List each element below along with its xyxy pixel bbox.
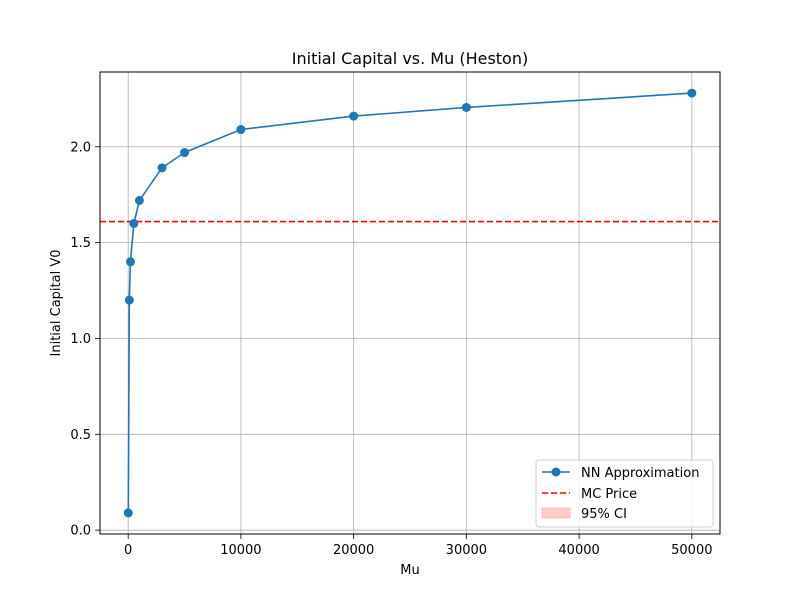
legend-label-ci: 95% CI — [581, 507, 627, 522]
x-tick-label: 10000 — [220, 543, 261, 558]
y-tick-label: 2.0 — [70, 140, 91, 155]
y-tick-label: 1.0 — [70, 332, 91, 347]
grid — [100, 72, 720, 534]
legend: NN Approximation MC Price 95% CI — [535, 459, 714, 528]
x-axis: 0 10000 20000 30000 40000 50000 — [124, 534, 712, 558]
data-point — [124, 295, 134, 305]
legend-swatch-ci — [541, 507, 571, 519]
x-tick-label: 40000 — [558, 543, 599, 558]
x-axis-label: Mu — [400, 563, 419, 578]
data-point — [180, 148, 190, 158]
plot-frame — [99, 71, 721, 535]
legend-marker-nn — [551, 467, 561, 477]
plot-area — [100, 72, 720, 534]
data-point — [125, 257, 135, 267]
series-layer — [123, 88, 697, 518]
data-point — [349, 111, 359, 121]
x-tick-label: 0 — [124, 543, 132, 558]
y-tick-label: 0.0 — [70, 524, 91, 539]
legend-box — [535, 459, 714, 528]
y-tick-label: 1.5 — [70, 236, 91, 251]
data-point — [129, 218, 139, 228]
x-tick-label: 30000 — [446, 543, 487, 558]
data-point — [687, 88, 697, 98]
y-axis-label: Initial Capital V0 — [49, 250, 64, 357]
data-point — [134, 195, 144, 205]
data-point — [123, 508, 133, 518]
data-point — [157, 163, 167, 173]
x-tick-label: 50000 — [671, 543, 712, 558]
legend-label-nn: NN Approximation — [581, 466, 699, 481]
chart-title: Initial Capital vs. Mu (Heston) — [292, 49, 528, 68]
y-tick-label: 0.5 — [70, 428, 91, 443]
data-point — [461, 102, 471, 112]
legend-label-mc: MC Price — [581, 487, 637, 502]
data-point — [236, 125, 246, 135]
x-tick-label: 20000 — [333, 543, 374, 558]
y-axis: 0.0 0.5 1.0 1.5 2.0 — [70, 140, 100, 539]
